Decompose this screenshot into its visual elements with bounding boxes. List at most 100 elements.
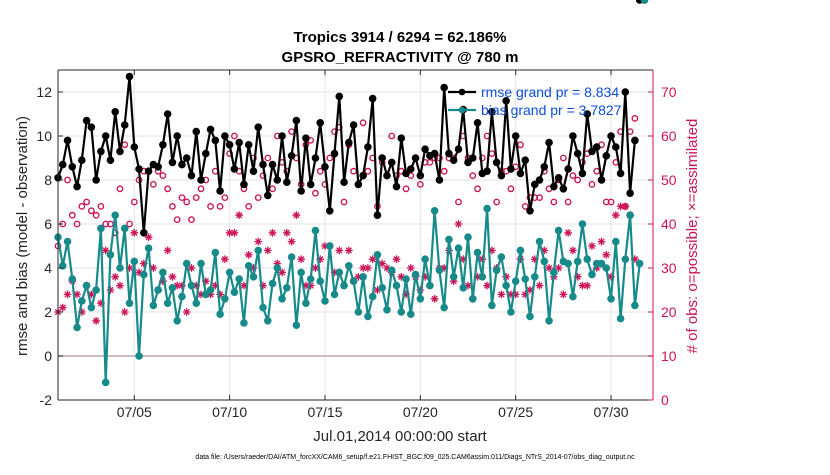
bias-point (297, 268, 305, 277)
rmse-point (430, 149, 439, 158)
rmse-point (368, 94, 377, 103)
bias-point (373, 251, 382, 259)
bias-point (445, 235, 453, 244)
assimilated-obs-point (292, 211, 301, 220)
possible-obs-point (169, 202, 176, 210)
asterisk-stroke (598, 238, 605, 245)
bias-point (273, 264, 282, 272)
rmse-point (68, 163, 77, 171)
legend-label-0: rmse grand pr = 8.834 (481, 84, 619, 100)
rmse-point (221, 132, 229, 140)
assimilated-obs-point (564, 228, 573, 237)
asterisk-stroke (136, 269, 143, 276)
possible-obs-point (245, 202, 253, 210)
y-right-tick-label: 40 (661, 216, 677, 232)
bias-point (473, 248, 482, 257)
bias-point (292, 321, 301, 330)
rmse-point (616, 169, 625, 178)
bias-point (254, 246, 263, 255)
rmse-point (216, 187, 224, 195)
bias-point (263, 317, 272, 325)
rmse-point (502, 97, 510, 105)
possible-obs-point (607, 198, 615, 206)
bias-point (569, 292, 577, 301)
legend-marker-0 (458, 88, 466, 96)
possible-obs-point (574, 176, 582, 184)
bias-point (92, 286, 100, 294)
rmse-point (607, 132, 615, 140)
assimilated-obs-point (168, 272, 177, 281)
bias-point (259, 303, 267, 312)
rmse-point (292, 116, 301, 125)
rmse-point (435, 176, 444, 184)
asterisk-stroke (379, 260, 386, 267)
asterisk-stroke (398, 273, 405, 280)
rmse-point (345, 138, 353, 147)
assimilated-obs-point (335, 246, 344, 255)
rmse-point (378, 154, 386, 162)
asterisk-stroke (164, 247, 171, 254)
asterisk-stroke (240, 282, 247, 289)
rmse-point (440, 83, 448, 92)
possible-obs-point (231, 132, 238, 140)
assimilated-obs-point (63, 290, 72, 299)
bias-point (149, 301, 158, 310)
possible-obs-point (469, 172, 477, 180)
rmse-point (311, 154, 320, 162)
x-axis-label: Jul.01,2014 00:00:00 start (313, 428, 487, 445)
rmse-point (97, 147, 105, 156)
bias-point (87, 303, 96, 312)
possible-obs-point (564, 198, 572, 206)
rmse-point (206, 125, 215, 134)
possible-obs-point (440, 167, 448, 175)
possible-obs-point (478, 154, 486, 162)
bias-point (173, 317, 181, 325)
asterisk-stroke (59, 304, 66, 311)
bias-point (135, 352, 143, 360)
bias-point (511, 277, 520, 286)
possible-obs-point (64, 176, 71, 184)
bias-point (378, 284, 386, 292)
rmse-point (244, 141, 253, 149)
rmse-point (545, 138, 553, 147)
bias-point (182, 259, 191, 268)
rmse-point (101, 132, 110, 140)
rmse-point (321, 163, 329, 171)
asterisk-stroke (603, 251, 610, 258)
asterisk-stroke (169, 273, 176, 280)
legend: rmse grand pr = 8.834 bias grand pr = 3.7… (448, 84, 622, 118)
asterisk-stroke (579, 282, 586, 289)
assimilated-obs-point (101, 246, 110, 255)
rmse-point (116, 147, 124, 156)
rmse-point (349, 121, 358, 129)
bias-point (402, 275, 410, 283)
possible-obs-point (83, 198, 91, 206)
bias-point (206, 286, 215, 294)
bias-point (407, 310, 415, 319)
bias-point (302, 299, 310, 308)
assimilated-obs-point (278, 268, 287, 277)
x-tick-label: 07/20 (403, 404, 438, 420)
possible-obs-point (493, 198, 501, 206)
bias-point (311, 226, 320, 235)
rmse-point (416, 171, 425, 180)
rmse-point (540, 163, 549, 171)
assimilated-obs-point (597, 237, 606, 246)
bias-point (168, 284, 177, 292)
bias-point (483, 204, 491, 213)
rmse-point (554, 174, 563, 182)
possible-obs-point (631, 115, 639, 122)
assimilated-obs-point (588, 242, 596, 250)
rmse-point (364, 143, 372, 151)
possible-obs-point (507, 185, 515, 193)
bias-point (492, 266, 501, 275)
possible-obs-point (416, 180, 424, 188)
rmse-point (87, 123, 96, 131)
rmse-point (445, 149, 453, 158)
rmse-point (407, 165, 415, 173)
y-tick-label: 8 (44, 172, 52, 188)
y-right-tick-label: 70 (661, 84, 677, 100)
bias-point (144, 244, 153, 252)
bias-point (78, 297, 86, 305)
